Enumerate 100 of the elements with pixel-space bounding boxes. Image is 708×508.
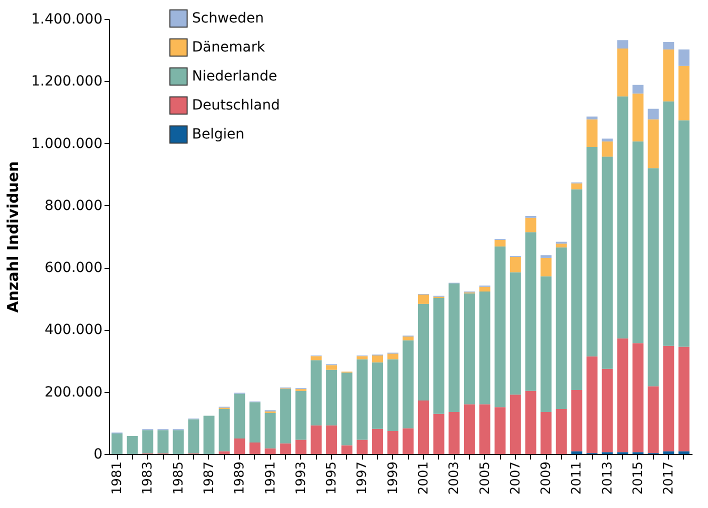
- x-tick-label: 2007: [508, 462, 524, 495]
- bar: [142, 430, 154, 454]
- bar: [571, 183, 582, 190]
- bar: [632, 94, 644, 142]
- bar: [249, 402, 260, 443]
- bar: [356, 440, 368, 454]
- bar: [479, 286, 490, 292]
- x-tick-label: 1995: [324, 462, 340, 495]
- bar: [678, 120, 690, 347]
- bar: [126, 436, 138, 454]
- bar: [310, 425, 322, 454]
- bar: [540, 276, 552, 412]
- x-tick-label: 1985: [171, 462, 186, 495]
- bar: [188, 419, 200, 454]
- y-tick-label: 800.000: [44, 198, 102, 214]
- bar: [402, 428, 414, 454]
- bar: [372, 428, 384, 454]
- bar: [418, 294, 429, 304]
- bar: [586, 147, 598, 356]
- bar: [295, 390, 306, 440]
- bar: [448, 412, 460, 454]
- y-tick-label: 1.000.000: [31, 136, 102, 152]
- bar: [402, 340, 414, 428]
- x-tick-label: 2011: [570, 462, 585, 495]
- x-tick-label: 1989: [232, 462, 248, 495]
- bar: [632, 141, 644, 344]
- bar: [678, 346, 690, 452]
- bar: [356, 356, 368, 360]
- legend-label: Dänemark: [192, 40, 266, 56]
- bar: [433, 414, 444, 454]
- bar: [372, 356, 384, 362]
- y-tick-label: 0: [94, 446, 102, 462]
- bar: [203, 416, 214, 454]
- bar: [617, 338, 628, 452]
- bar: [510, 257, 521, 272]
- bar: [648, 119, 659, 168]
- y-axis-title: Anzahl Individuen: [4, 161, 22, 313]
- x-tick-label: 1983: [140, 462, 156, 495]
- bar: [264, 448, 276, 454]
- bar: [433, 298, 444, 414]
- y-tick-label: 1.200.000: [31, 74, 102, 90]
- x-tick-label: 1999: [386, 462, 401, 495]
- bar: [479, 404, 490, 454]
- bar: [326, 425, 338, 454]
- x-tick-label: 1993: [294, 462, 309, 495]
- bar: [602, 138, 613, 142]
- bar: [617, 40, 628, 49]
- bar: [464, 404, 475, 454]
- bar: [648, 386, 659, 454]
- bar: [540, 255, 552, 258]
- bar: [525, 232, 536, 391]
- bar: [663, 346, 674, 452]
- bar: [464, 293, 475, 404]
- bar: [540, 258, 552, 276]
- legend-label: Belgien: [192, 126, 244, 142]
- bar: [387, 431, 398, 454]
- bar: [310, 356, 322, 360]
- bar: [418, 304, 429, 401]
- bar: [295, 440, 306, 454]
- y-tick-label: 1.400.000: [31, 12, 102, 28]
- bar: [158, 430, 169, 454]
- bar: [571, 189, 582, 390]
- bar: [341, 372, 352, 446]
- bar: [234, 438, 246, 454]
- bar: [280, 443, 292, 454]
- x-tick-label: 2015: [630, 462, 646, 495]
- x-tick-label: 1987: [202, 462, 217, 495]
- bar: [326, 365, 338, 370]
- bar: [372, 362, 384, 429]
- bar: [510, 394, 521, 454]
- bar: [418, 400, 429, 454]
- bar: [172, 430, 184, 454]
- bar: [556, 244, 567, 248]
- legend-label: Niederlande: [192, 68, 278, 84]
- bar: [648, 108, 659, 120]
- bar: [448, 283, 460, 412]
- bar: [586, 119, 598, 148]
- bar: [678, 49, 690, 66]
- bar: [632, 84, 644, 94]
- bar: [218, 451, 230, 454]
- bar: [234, 394, 246, 438]
- x-tick-label: 2013: [600, 462, 616, 495]
- legend-label: Deutschland: [192, 98, 280, 114]
- y-tick-label: 200.000: [44, 384, 102, 400]
- bar: [602, 368, 613, 452]
- y-tick-label: 600.000: [44, 260, 102, 276]
- x-tick-label: 2017: [662, 462, 677, 495]
- bar: [494, 240, 506, 246]
- bar: [326, 370, 338, 426]
- bar: [280, 389, 292, 444]
- bar: [632, 343, 644, 452]
- y-tick-label: 400.000: [44, 322, 102, 338]
- bar: [602, 141, 613, 157]
- bar: [249, 442, 260, 454]
- x-tick-label: 2005: [478, 462, 493, 495]
- bar: [617, 96, 628, 338]
- x-tick-label: 2009: [539, 462, 554, 495]
- bar: [402, 336, 414, 340]
- bar: [571, 390, 582, 452]
- bar: [663, 451, 674, 454]
